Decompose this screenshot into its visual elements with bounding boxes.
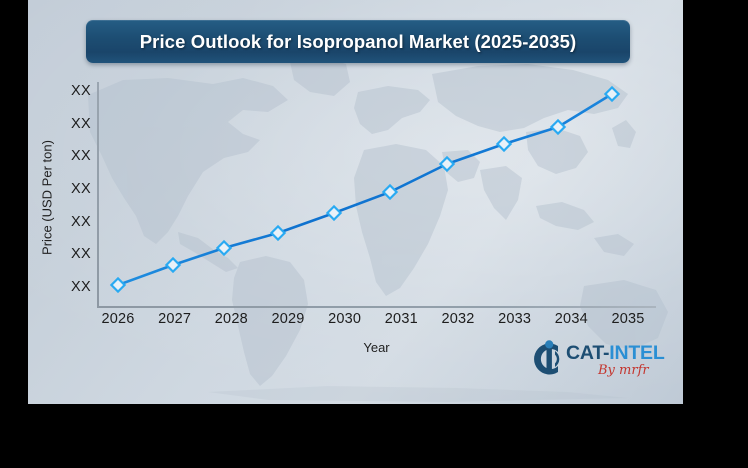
series-polyline	[116, 92, 614, 287]
logo-word-part1: CAT-	[566, 342, 610, 364]
series-marker	[325, 204, 343, 222]
x-tick-label: 2034	[554, 311, 588, 327]
y-tick-labels: XX XX XX XX XX XX XX	[42, 0, 91, 404]
logo-wordmark: CAT-INTEL	[566, 342, 665, 365]
x-tick-label: 2028	[214, 311, 248, 327]
cat-intel-logo: CAT-INTEL By mrfr	[528, 335, 673, 387]
series-marker	[495, 135, 513, 153]
series-marker	[438, 155, 456, 173]
x-tick-label: 2026	[101, 311, 135, 327]
series-marker	[164, 256, 182, 274]
series-marker	[603, 85, 621, 103]
x-tick-label: 2032	[441, 311, 475, 327]
y-axis-line	[97, 82, 99, 307]
x-axis-line	[97, 306, 656, 308]
y-tick-label: XX	[71, 115, 91, 132]
logo-subtitle: By mrfr	[598, 363, 649, 378]
series-marker	[549, 118, 567, 136]
series-marker	[109, 276, 127, 294]
y-tick-label: XX	[71, 246, 91, 263]
cat-intel-logo-mark-icon	[534, 340, 560, 375]
plot-area: XX XX XX XX XX XX XX 2026 2027 2028 2029 2030 2031 2…	[28, 0, 683, 404]
x-tick-label: 2033	[498, 311, 532, 327]
series-marker	[269, 224, 287, 242]
chart-title-bar: Price Outlook for Isopropanol Market (20…	[86, 20, 630, 63]
y-tick-label: XX	[71, 148, 91, 165]
y-tick-label: XX	[71, 279, 91, 295]
x-tick-label: 2031	[384, 311, 418, 327]
y-tick-label: XX	[71, 83, 91, 99]
y-tick-label: XX	[71, 181, 91, 197]
price-line-series	[109, 85, 621, 294]
x-tick-label: 2035	[611, 311, 645, 327]
x-tick-labels: 2026 2027 2028 2029 2030 2031 2032 2033 2034 2035	[28, 311, 683, 337]
y-tick-label: XX	[71, 213, 91, 230]
series-markers	[109, 85, 621, 294]
series-marker	[215, 239, 233, 257]
x-tick-label: 2029	[271, 311, 305, 327]
x-tick-label: 2030	[328, 311, 362, 327]
page-title: Price Outlook for Isopropanol Market (20…	[139, 30, 577, 52]
chart-card: Price Outlook for Isopropanol Market (20…	[28, 0, 683, 404]
series-marker	[381, 183, 399, 201]
x-tick-label: 2027	[158, 311, 192, 327]
logo-word-part2: INTEL	[609, 342, 665, 364]
x-axis-title: Year	[363, 340, 390, 355]
